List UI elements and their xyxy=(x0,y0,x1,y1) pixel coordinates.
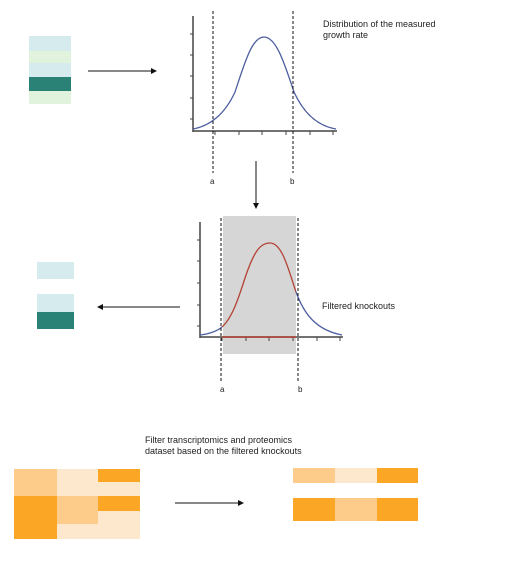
heatmap-cell xyxy=(335,498,377,521)
omics-heatmap-filtered xyxy=(293,468,418,521)
heatmap-cell xyxy=(57,469,98,496)
heatmap-cell xyxy=(98,511,140,539)
heatmap-cell xyxy=(14,496,57,539)
plot-top xyxy=(190,11,337,173)
strip-cell xyxy=(37,262,74,279)
heatmap-cell xyxy=(98,482,140,496)
heatmap-cell xyxy=(377,468,418,483)
y-ticks xyxy=(197,239,200,327)
distribution-curve-left-tail xyxy=(199,326,223,336)
heatmap-cell xyxy=(293,468,335,483)
threshold-b-label-bottom: b xyxy=(298,385,303,394)
strip-cell xyxy=(37,312,74,329)
heatmap-cell xyxy=(57,496,98,524)
heatmap-cell xyxy=(98,496,140,511)
omics-heatmap-full xyxy=(14,469,140,539)
filter-dataset-label: Filter transcriptomics and proteomics da… xyxy=(145,435,302,456)
knockout-strip-top xyxy=(29,36,71,104)
threshold-b-label-top: b xyxy=(290,177,295,186)
distribution-label: Distribution of the measured growth rate xyxy=(323,19,436,40)
heatmap-cell xyxy=(293,498,335,521)
strip-cell xyxy=(29,36,71,51)
threshold-a-label-bottom: a xyxy=(220,385,225,394)
plot-bottom xyxy=(197,216,343,381)
distribution-curve-right-tail xyxy=(295,291,343,336)
strip-cell xyxy=(29,51,71,63)
distribution-curve xyxy=(192,36,337,130)
y-ticks xyxy=(190,33,193,120)
strip-cell xyxy=(29,91,71,104)
strip-cell xyxy=(29,63,71,77)
heatmap-cell xyxy=(14,469,57,496)
strip-cell xyxy=(29,77,71,91)
filtered-region-shade xyxy=(223,216,296,354)
heatmap-cell xyxy=(57,524,98,539)
heatmap-cell xyxy=(98,469,140,482)
filtered-curve xyxy=(221,242,297,328)
strip-cell xyxy=(37,294,74,312)
knockout-strip-filtered xyxy=(37,262,74,329)
heatmap-cell xyxy=(335,468,377,483)
filtered-knockouts-label: Filtered knockouts xyxy=(322,301,396,311)
x-ticks xyxy=(214,131,334,135)
threshold-a-label-top: a xyxy=(210,177,215,186)
heatmap-cell xyxy=(377,498,418,521)
